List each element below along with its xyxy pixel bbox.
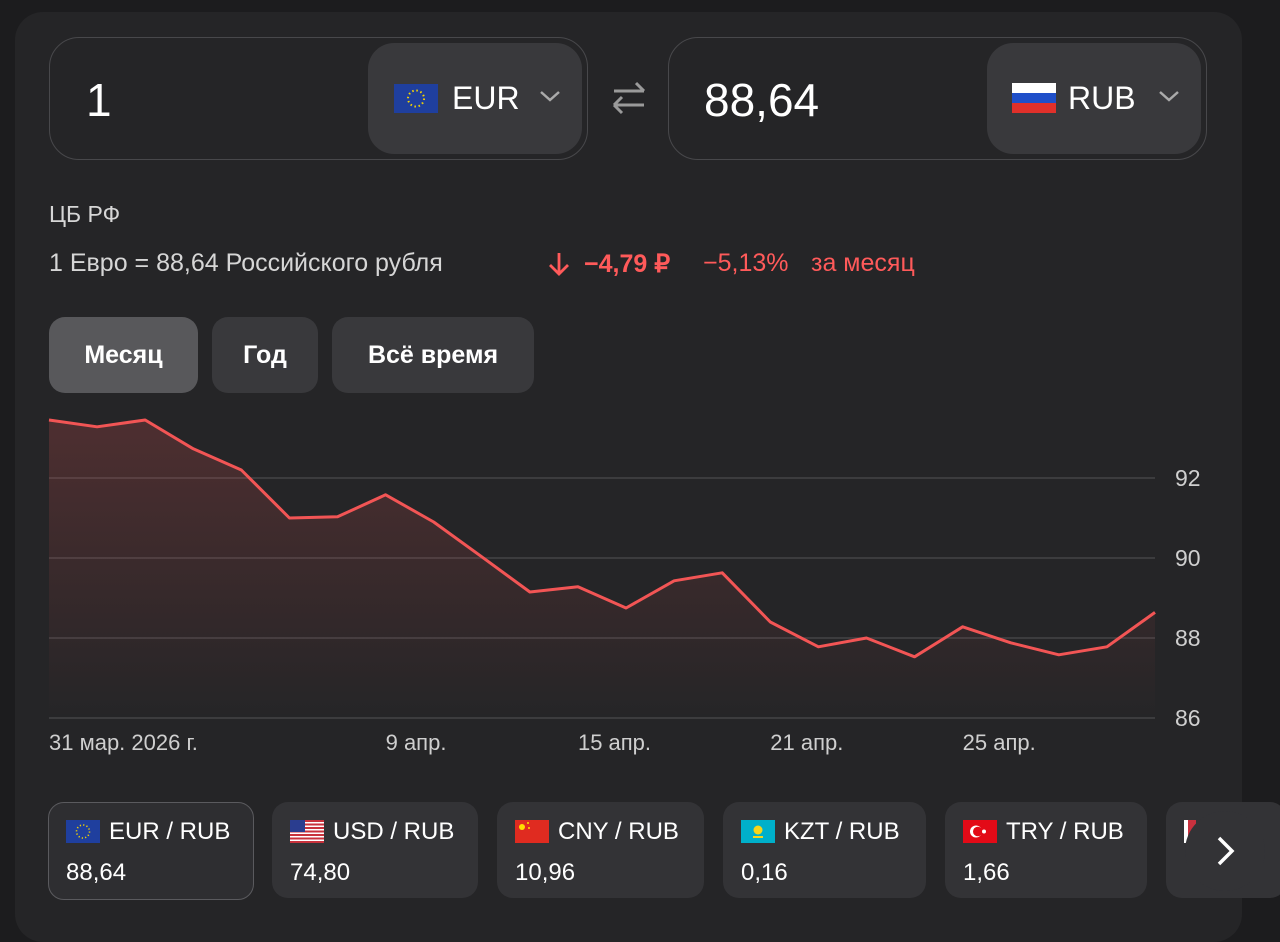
change: −4,79 ₽: [584, 250, 671, 278]
pair-name: TRY / RUB: [1006, 818, 1124, 845]
chevron: [1159, 91, 1179, 102]
to-amount[interactable]: 88,64: [704, 74, 820, 126]
pair-name: KZT / RUB: [784, 818, 900, 845]
source: ЦБ РФ: [49, 201, 121, 227]
down-arrow: [549, 253, 569, 276]
pair-rate: 0,16: [741, 859, 788, 886]
change-pct: −5,13%: [703, 249, 789, 277]
flag-ru: [1012, 83, 1056, 113]
page: 1 EUR 88,64 RUB ЦБ РФ 1 Евро = 88,64 Рос…: [48, 37, 1280, 900]
pair-tile[interactable]: [497, 802, 704, 898]
tab[interactable]: Год: [212, 317, 318, 393]
period: за месяц: [811, 249, 915, 277]
to-currency[interactable]: RUB: [1068, 80, 1136, 116]
to-box[interactable]: [668, 37, 1207, 160]
pair-rate: 74,80: [290, 859, 351, 886]
flag-tr: [963, 820, 997, 843]
pair-tile[interactable]: [272, 802, 478, 898]
chevron: [540, 91, 560, 102]
pair-tile[interactable]: [723, 802, 926, 898]
pair-name: USD / RUB: [333, 818, 455, 845]
flag-eu: [66, 820, 100, 843]
from-currency[interactable]: EUR: [452, 80, 520, 116]
pair-rate: 1,66: [963, 859, 1010, 886]
swap-icon[interactable]: [610, 80, 648, 116]
rate-text: 1 Евро = 88,64 Российского рубля: [49, 249, 443, 277]
pair-rate: 10,96: [515, 859, 576, 886]
pair-name: CNY / RUB: [558, 818, 679, 845]
pair-tile[interactable]: [945, 802, 1147, 898]
next-button[interactable]: [1184, 810, 1268, 894]
flag-cn: [515, 820, 549, 843]
flag-us: [290, 820, 324, 843]
pair-tile[interactable]: [48, 802, 254, 900]
from-amount[interactable]: 1: [86, 74, 112, 126]
tab[interactable]: Месяц: [49, 317, 198, 393]
from-box[interactable]: [49, 37, 588, 160]
pair-rate: 88,64: [66, 859, 127, 886]
pair-name: EUR / RUB: [109, 818, 231, 845]
flag-eu: [394, 84, 438, 113]
tab[interactable]: Всё время: [332, 317, 534, 393]
flag-kz: [741, 820, 775, 843]
